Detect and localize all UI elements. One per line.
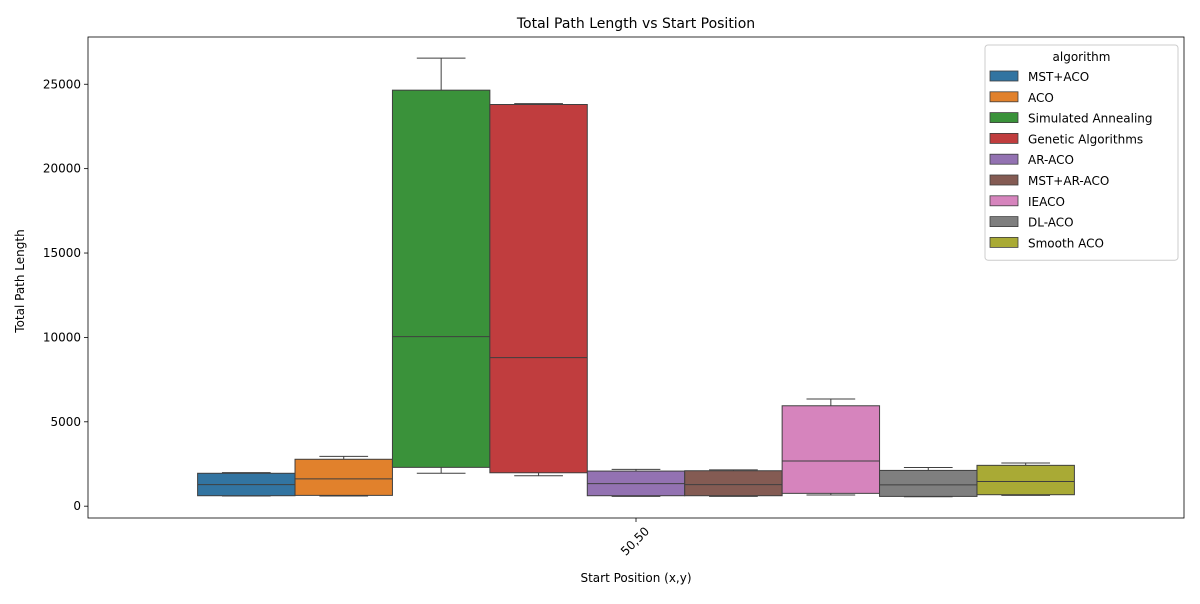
legend-label: MST+ACO — [1028, 70, 1089, 84]
box-ieaco — [781, 398, 881, 496]
legend-swatch — [989, 153, 1019, 165]
box-smooth-aco — [976, 462, 1075, 496]
legend-swatch — [989, 112, 1019, 123]
box-body — [391, 89, 491, 468]
x-axis: 50,50 — [618, 518, 652, 558]
box-aco — [294, 455, 393, 497]
box-body — [879, 469, 978, 497]
box-dl-aco — [879, 467, 978, 498]
y-tick-label: 15000 — [43, 246, 81, 260]
legend-label: Simulated Annealing — [1028, 112, 1153, 126]
box-mst-ar-aco — [684, 469, 783, 497]
box-body — [781, 405, 881, 494]
y-tick-label: 25000 — [43, 77, 81, 91]
x-axis-label: Start Position (x,y) — [580, 571, 691, 585]
legend-label: Genetic Algorithms — [1028, 132, 1143, 146]
legend-swatch — [989, 236, 1019, 248]
boxes-layer — [197, 57, 1075, 498]
x-tick-label: 50,50 — [618, 524, 652, 558]
legend-frame — [984, 44, 1179, 261]
legend-swatch — [989, 132, 1019, 144]
legend: algorithm MST+ACO ACO Simulated Annealing Ge… — [984, 44, 1179, 261]
legend-swatch — [989, 174, 1019, 186]
y-tick-label: 20000 — [43, 162, 81, 176]
box-simulated-annealing — [391, 57, 491, 474]
box-body — [684, 470, 783, 497]
legend-swatch — [989, 70, 1019, 82]
legend-swatch — [989, 216, 1019, 228]
y-axis: 0 5000 10000 15000 20000 25000 — [43, 77, 88, 513]
box-body — [976, 464, 1075, 496]
y-tick-label: 10000 — [43, 330, 81, 344]
chart-title: Total Path Length vs Start Position — [516, 16, 755, 32]
legend-label: MST+AR-ACO — [1028, 174, 1109, 188]
box-ar-aco — [586, 468, 686, 497]
legend-swatch — [989, 195, 1019, 207]
box-genetic-algorithms — [489, 103, 588, 477]
box-body — [294, 458, 393, 496]
legend-label: AR-ACO — [1028, 153, 1074, 167]
y-axis-label: Total Path Length — [13, 229, 27, 333]
y-tick-label: 0 — [73, 499, 81, 513]
box-body — [489, 104, 588, 474]
legend-title: algorithm — [1053, 50, 1111, 64]
legend-label: Smooth ACO — [1028, 236, 1104, 250]
legend-swatch — [989, 91, 1019, 103]
legend-label: DL-ACO — [1028, 216, 1074, 230]
legend-label: ACO — [1028, 91, 1054, 105]
box-mst-aco — [197, 472, 296, 497]
legend-label: IEACO — [1028, 195, 1065, 209]
y-tick-label: 5000 — [50, 415, 81, 429]
